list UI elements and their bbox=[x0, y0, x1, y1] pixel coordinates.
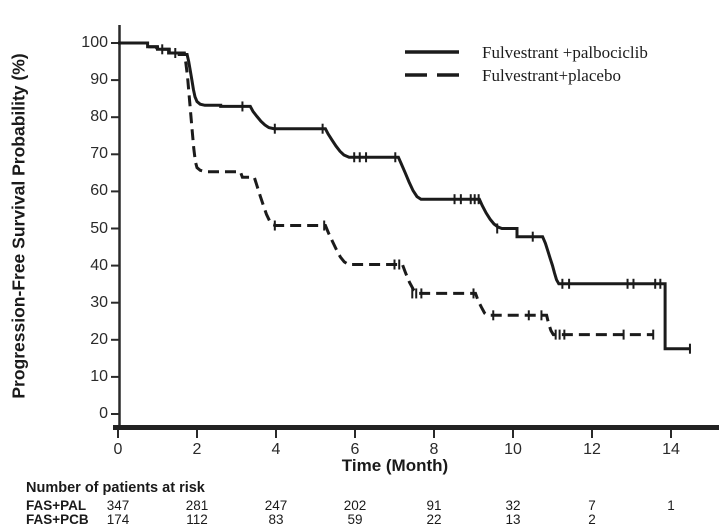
y-tick-label: 100 bbox=[81, 34, 108, 51]
risk-value: 2 bbox=[588, 512, 596, 527]
y-tick-label: 60 bbox=[90, 182, 108, 200]
y-tick-label: 40 bbox=[90, 256, 108, 274]
y-tick-label: 50 bbox=[90, 219, 108, 237]
risk-value: 22 bbox=[426, 512, 442, 527]
risk-value: 32 bbox=[505, 498, 521, 513]
y-tick-label: 20 bbox=[90, 330, 108, 348]
risk-value: 281 bbox=[185, 498, 209, 513]
x-tick-label: 6 bbox=[350, 441, 360, 458]
y-axis-title: Progression-Free Survival Probability (%… bbox=[8, 53, 29, 399]
y-tick-label: 90 bbox=[90, 71, 108, 89]
risk-value: 247 bbox=[264, 498, 288, 513]
legend-label-palbociclib: Fulvestrant +palbociclib bbox=[482, 43, 648, 62]
x-tick-label: 0 bbox=[113, 441, 123, 458]
risk-value: 91 bbox=[426, 498, 442, 513]
y-tick-label: 70 bbox=[90, 145, 108, 163]
x-axis-title: Time (Month) bbox=[341, 456, 449, 475]
risk-value: 83 bbox=[268, 512, 284, 527]
y-tick-label: 80 bbox=[90, 108, 108, 126]
risk-value: 347 bbox=[106, 498, 130, 513]
risk-value: 13 bbox=[505, 512, 521, 527]
risk-value: 7 bbox=[588, 498, 596, 513]
risk-value: 1 bbox=[667, 498, 675, 513]
survival-curve-placebo bbox=[118, 41, 654, 337]
x-tick-label: 4 bbox=[271, 441, 281, 458]
risk-value: 174 bbox=[106, 512, 130, 527]
y-tick-label: 10 bbox=[90, 367, 108, 385]
risk-row-label: FAS+PAL bbox=[26, 498, 87, 513]
x-tick-label: 12 bbox=[583, 441, 601, 458]
risk-row-label: FAS+PCB bbox=[26, 512, 89, 527]
risk-table-title: Number of patients at risk bbox=[26, 480, 205, 496]
x-tick-label: 10 bbox=[504, 441, 522, 458]
x-tick-label: 14 bbox=[662, 441, 680, 458]
y-tick-label: 0 bbox=[99, 405, 108, 422]
x-tick-label: 8 bbox=[429, 441, 439, 458]
risk-value: 202 bbox=[343, 498, 367, 513]
survival-curve-palbociclib bbox=[118, 41, 691, 351]
risk-value: 59 bbox=[347, 512, 363, 527]
risk-value: 112 bbox=[186, 512, 208, 527]
y-tick-label: 30 bbox=[90, 293, 108, 311]
x-tick-label: 2 bbox=[192, 441, 202, 458]
legend-label-placebo: Fulvestrant+placebo bbox=[482, 66, 621, 85]
